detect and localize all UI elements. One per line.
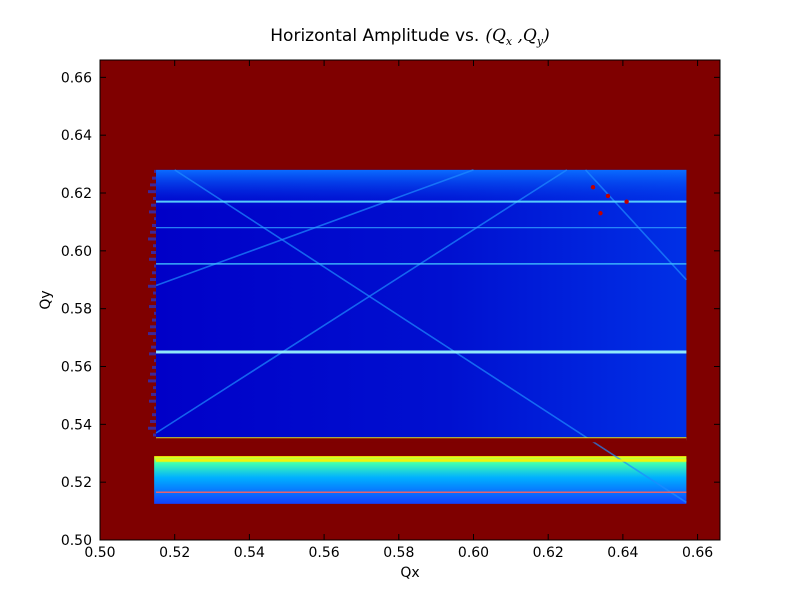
edge-noise (151, 298, 157, 302)
edge-noise (150, 419, 157, 423)
x-tick-label: 0.62 (533, 545, 564, 561)
x-axis-label: Qx (400, 565, 419, 581)
x-tick-label: 0.64 (607, 545, 638, 561)
stable-region-top-band (156, 169, 687, 210)
edge-noise (153, 338, 157, 342)
chaos-spot (598, 211, 603, 216)
edge-noise (152, 318, 157, 322)
x-tick-label: 0.60 (458, 545, 489, 561)
edge-noise (148, 190, 157, 194)
edge-noise (150, 183, 157, 187)
y-axis-label: Qy (38, 290, 54, 309)
edge-noise (153, 244, 157, 248)
x-tick-label: 0.66 (682, 545, 713, 561)
edge-noise (149, 210, 157, 214)
x-tick-label: 0.56 (309, 545, 340, 561)
edge-noise (149, 305, 157, 309)
edge-noise (152, 176, 157, 180)
x-tick-label: 0.54 (234, 545, 265, 561)
edge-noise (152, 271, 157, 275)
edge-noise (153, 386, 157, 390)
edge-noise (151, 203, 157, 207)
edge-noise (148, 379, 157, 383)
edge-noise (153, 433, 157, 437)
edge-noise (149, 352, 157, 356)
edge-noise (149, 257, 157, 261)
y-tick-label: 0.56 (61, 360, 92, 376)
y-tick-label: 0.52 (61, 475, 92, 491)
gap-edge (156, 438, 687, 443)
y-tick-label: 0.64 (61, 128, 92, 144)
edge-noise (150, 372, 157, 376)
edge-noise (150, 278, 157, 282)
y-tick-label: 0.60 (61, 244, 92, 260)
x-tick-label: 0.50 (84, 545, 115, 561)
x-tick-label: 0.58 (383, 545, 414, 561)
y-tick-label: 0.66 (61, 70, 92, 86)
edge-noise (150, 230, 157, 234)
stable-region-lower (154, 456, 687, 504)
edge-noise (154, 217, 157, 221)
edge-noise (154, 264, 157, 268)
diagonal-resonance-line (155, 169, 568, 434)
edge-noise (152, 365, 157, 369)
edge-noise (152, 223, 157, 227)
plot-frame (99, 59, 721, 541)
diagonal-resonance-line (174, 169, 687, 504)
edge-noise (151, 345, 157, 349)
edge-noise (150, 325, 157, 329)
edge-noise (148, 426, 157, 430)
edge-noise (148, 237, 157, 241)
edge-noise (153, 291, 157, 295)
stable-region-upper (156, 169, 687, 441)
edge-noise (154, 359, 157, 363)
edge-noise (148, 332, 157, 336)
edge-noise (151, 392, 157, 396)
edge-noise (154, 311, 157, 315)
edge-noise (152, 413, 157, 417)
chaos-spot (624, 199, 629, 204)
chaos-spot (590, 185, 596, 190)
chaos-spot (605, 193, 611, 199)
y-tick-label: 0.62 (61, 186, 92, 202)
edge-noise (154, 169, 157, 173)
chart-title: Horizontal Amplitude vs. (Qx ,Qy) (270, 26, 549, 48)
diagonal-resonance-line (584, 169, 687, 281)
edge-noise (153, 196, 157, 200)
edge-noise (154, 406, 157, 410)
x-tick-label: 0.52 (159, 545, 190, 561)
edge-noise (151, 250, 157, 254)
edge-noise (149, 399, 157, 403)
y-tick-label: 0.54 (61, 417, 92, 433)
edge-noise (148, 284, 157, 288)
y-tick-label: 0.58 (61, 302, 92, 318)
y-tick-label: 0.50 (61, 533, 92, 549)
